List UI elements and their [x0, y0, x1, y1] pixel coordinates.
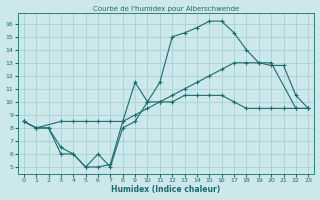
- Title: Courbe de l'humidex pour Alberschwende: Courbe de l'humidex pour Alberschwende: [93, 6, 239, 12]
- X-axis label: Humidex (Indice chaleur): Humidex (Indice chaleur): [111, 185, 221, 194]
